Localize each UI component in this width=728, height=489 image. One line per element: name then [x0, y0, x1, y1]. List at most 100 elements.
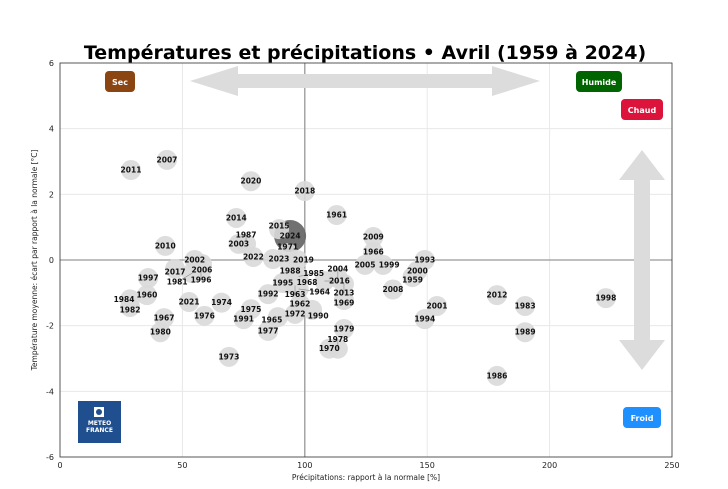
x-tick-label: 150	[420, 461, 435, 470]
point-marker	[150, 322, 171, 343]
point-label: 2010	[155, 241, 176, 250]
point-label: 1968	[297, 278, 318, 287]
label-leader-line	[177, 272, 193, 283]
point-marker	[156, 149, 177, 170]
plot-frame	[59, 62, 673, 458]
point-label: 1963	[285, 290, 306, 299]
point-marker	[285, 303, 306, 324]
point-label: 2019	[293, 256, 314, 265]
point-label: 2007	[157, 155, 178, 164]
point-marker	[414, 309, 435, 330]
point-marker	[402, 267, 423, 288]
point-label: 1982	[120, 305, 141, 314]
y-tick-label: -6	[46, 453, 54, 462]
badge-hot-label: Chaud	[628, 106, 657, 115]
point-label: 1964	[309, 287, 330, 296]
point-label: 2021	[179, 298, 200, 307]
point-marker	[165, 258, 186, 279]
point-marker	[515, 295, 536, 316]
point-marker	[326, 205, 347, 226]
point-marker	[120, 296, 141, 317]
point-label: 1976	[194, 311, 215, 320]
badge-hot: Chaud	[621, 99, 663, 120]
point-marker	[486, 285, 507, 306]
point-label: 1972	[285, 309, 306, 318]
point-marker	[233, 309, 254, 330]
y-tick-label: 0	[49, 256, 54, 265]
point-marker	[136, 285, 157, 306]
label-leader-line	[298, 288, 320, 293]
point-marker	[120, 160, 141, 181]
point-label: 1998	[595, 294, 616, 303]
y-tick-label: 6	[49, 59, 54, 68]
point-marker	[267, 307, 288, 328]
point-label: 1974	[211, 298, 232, 307]
label-leader-line	[298, 273, 314, 277]
point-marker	[333, 290, 354, 311]
point-label: 1996	[191, 275, 212, 284]
badge-cold-label: Froid	[631, 414, 654, 423]
point-marker	[243, 247, 264, 268]
point-label: 1997	[138, 274, 159, 283]
y-tick-label: 4	[49, 125, 54, 134]
point-label: 1960	[136, 291, 157, 300]
chart-title: Températures et précipitations • Avril (…	[84, 42, 646, 64]
point-label: 1992	[258, 290, 279, 299]
point-label: 2009	[363, 233, 384, 242]
point-marker	[258, 320, 279, 341]
point-marker	[226, 207, 247, 228]
point-label: 1989	[515, 328, 536, 337]
point-marker	[595, 288, 616, 309]
x-tick-label: 250	[664, 461, 679, 470]
point-label: 1993	[414, 256, 435, 265]
point-marker	[373, 254, 394, 275]
badge-dry-label: Sec	[112, 78, 128, 87]
x-tick-label: 100	[297, 461, 312, 470]
point-label: 1994	[414, 315, 435, 324]
point-label: 1991	[233, 315, 254, 324]
y-axis-label: Température moyenne: écart par rapport à…	[30, 150, 39, 372]
point-label: 2004	[327, 265, 348, 274]
point-marker	[258, 284, 279, 305]
point-marker	[269, 219, 290, 240]
point-label: 2012	[487, 291, 508, 300]
point-label: 1995	[272, 278, 293, 287]
highlight-point-label: 2024	[280, 232, 301, 241]
point-label: 1977	[258, 326, 279, 335]
point-label: 2016	[329, 277, 350, 286]
y-tick-label: 2	[49, 190, 54, 199]
point-label: 2002	[184, 256, 205, 265]
point-label: 1975	[241, 305, 262, 314]
point-label: 1980	[150, 328, 171, 337]
horizontal-arrow	[190, 66, 540, 96]
x-tick-label: 200	[542, 461, 557, 470]
point-label: 2006	[192, 265, 213, 274]
point-marker	[363, 227, 384, 248]
point-marker	[294, 181, 315, 202]
point-label: 2003	[228, 239, 249, 248]
point-label: 1984	[114, 295, 135, 304]
point-label: 2000	[407, 266, 428, 275]
point-marker	[218, 346, 239, 367]
point-marker	[426, 295, 447, 316]
badge-cold: Froid	[623, 407, 661, 428]
point-label: 2017	[165, 267, 186, 276]
point-label: 1986	[487, 371, 508, 380]
point-label: 1970	[319, 344, 340, 353]
point-marker	[486, 365, 507, 386]
x-tick-label: 0	[57, 461, 62, 470]
badge-wet: Humide	[576, 71, 622, 92]
point-label: 1959	[402, 276, 423, 285]
point-label: 1969	[334, 299, 355, 308]
badge-wet-label: Humide	[582, 78, 617, 87]
point-marker	[382, 279, 403, 300]
point-label: 2018	[294, 187, 315, 196]
point-marker	[515, 322, 536, 343]
point-marker	[179, 292, 200, 313]
point-label: 1978	[327, 335, 348, 344]
point-marker	[240, 171, 261, 192]
point-label: 1999	[379, 260, 400, 269]
badge-dry: Sec	[105, 71, 135, 92]
point-marker	[194, 305, 215, 326]
